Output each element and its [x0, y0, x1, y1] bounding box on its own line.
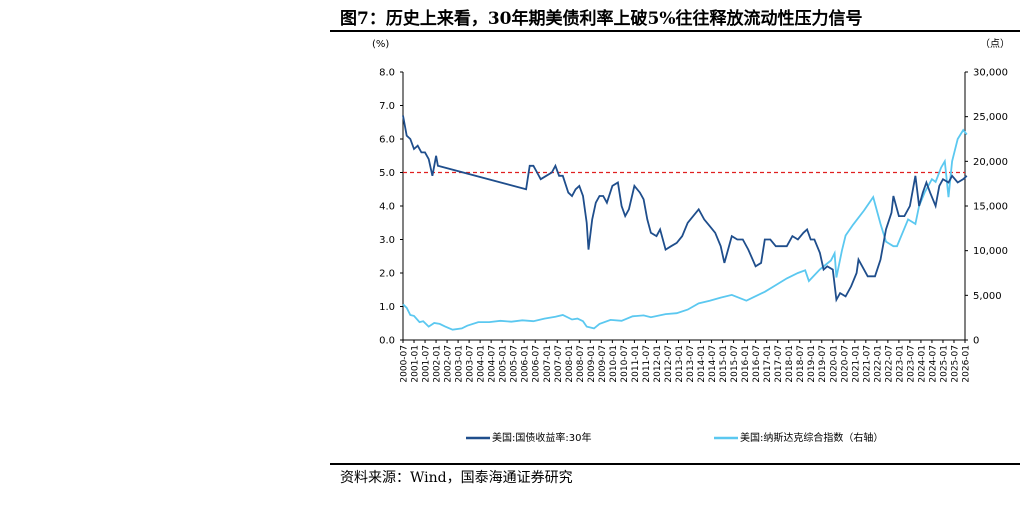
x-tick-label: 2015-01: [719, 345, 729, 383]
left-tick-label: 0.0: [379, 336, 395, 347]
x-tick-label: 2002-07: [444, 345, 454, 383]
source-note: 资料来源：Wind，国泰海通证券研究: [340, 470, 573, 486]
left-tick-label: 2.0: [379, 269, 395, 280]
x-tick-label: 2013-01: [675, 345, 685, 383]
x-tick-label: 2024-01: [917, 345, 927, 383]
x-tick-label: 2000-07: [400, 345, 410, 383]
x-tick-label: 2009-01: [587, 345, 597, 383]
x-tick-label: 2005-07: [510, 345, 520, 383]
legend-label-nasdaq: 美国:纳斯达克综合指数（右轴）: [740, 431, 883, 444]
left-axis-unit: (%): [372, 39, 389, 50]
x-tick-label: 2003-07: [466, 345, 476, 383]
treasury-30y-series-line: [402, 115, 968, 303]
left-tick-label: 7.0: [379, 101, 395, 112]
x-tick-label: 2024-07: [928, 345, 938, 383]
x-tick-label: 2025-07: [950, 345, 960, 383]
right-axis-ticks: 0 5,000 10,000 15,000 20,000 25,000 30,000: [965, 68, 1008, 347]
x-tick-label: 2015-07: [730, 345, 740, 383]
x-tick-label: 2016-07: [752, 345, 762, 383]
x-tick-label: 2009-07: [598, 345, 608, 383]
x-tick-label: 2023-01: [895, 345, 905, 383]
right-axis-unit: （点）: [980, 38, 1010, 50]
x-tick-label: 2005-01: [499, 345, 509, 383]
x-tick-label: 2012-07: [664, 345, 674, 383]
x-tick-label: 2020-01: [829, 345, 839, 383]
x-tick-label: 2010-01: [609, 345, 619, 383]
x-tick-label: 2007-07: [554, 345, 564, 383]
x-tick-label: 2008-01: [565, 345, 575, 383]
x-tick-label: 2010-07: [620, 345, 630, 383]
x-tick-label: 2001-01: [411, 345, 421, 383]
chart-area: (%) （点） 0.0 1.0 2.0 3.0 4.0 5.0 6.0 7.0 8.0 0 5,0…: [372, 38, 1010, 444]
footer-rule: [330, 463, 1020, 465]
x-tick-label: 2021-07: [862, 345, 872, 383]
x-tick-label: 2001-07: [422, 345, 432, 383]
axes: [402, 72, 966, 341]
x-tick-label: 2016-01: [741, 345, 751, 383]
x-tick-label: 2014-07: [708, 345, 718, 383]
x-tick-label: 2008-07: [576, 345, 586, 383]
x-tick-label: 2021-01: [851, 345, 861, 383]
left-tick-label: 5.0: [379, 168, 395, 179]
x-tick-label: 2003-01: [455, 345, 465, 383]
x-tick-label: 2004-07: [488, 345, 498, 383]
x-tick-label: 2004-01: [477, 345, 487, 383]
legend-label-treasury: 美国:国债收益率:30年: [492, 431, 591, 444]
x-axis-ticks: 2000-07 2001-01 2001-07 2002-01 2002-07 2003-…: [400, 340, 972, 383]
right-tick-label: 10,000: [973, 246, 1008, 257]
x-tick-label: 2013-07: [686, 345, 696, 383]
x-tick-label: 2006-01: [521, 345, 531, 383]
x-tick-label: 2018-01: [785, 345, 795, 383]
title-rule: [330, 30, 1020, 32]
right-tick-label: 30,000: [973, 68, 1008, 79]
x-tick-label: 2014-01: [697, 345, 707, 383]
x-tick-label: 2011-07: [642, 345, 652, 383]
x-tick-label: 2002-01: [433, 345, 443, 383]
right-tick-label: 20,000: [973, 157, 1008, 168]
x-tick-label: 2026-01: [962, 345, 972, 383]
x-tick-label: 2007-01: [543, 345, 553, 383]
x-tick-label: 2018-07: [796, 345, 806, 383]
x-tick-label: 2019-01: [807, 345, 817, 383]
x-tick-label: 2012-01: [653, 345, 663, 383]
x-tick-label: 2006-07: [532, 345, 542, 383]
legend: 美国:国债收益率:30年 美国:纳斯达克综合指数（右轴）: [466, 431, 883, 444]
left-tick-label: 4.0: [379, 202, 395, 213]
x-tick-label: 2017-07: [774, 345, 784, 383]
left-tick-label: 3.0: [379, 235, 395, 246]
x-tick-label: 2017-01: [763, 345, 773, 383]
x-tick-label: 2023-07: [906, 345, 916, 383]
left-tick-label: 8.0: [379, 68, 395, 79]
right-tick-label: 15,000: [973, 202, 1008, 213]
x-tick-label: 2025-01: [939, 345, 949, 383]
x-tick-label: 2022-07: [884, 345, 894, 383]
x-tick-label: 2011-01: [631, 345, 641, 383]
right-tick-label: 0: [973, 336, 979, 347]
right-tick-label: 5,000: [973, 291, 1002, 302]
left-tick-label: 1.0: [379, 302, 395, 313]
left-tick-label: 6.0: [379, 135, 395, 146]
left-axis-ticks: 0.0 1.0 2.0 3.0 4.0 5.0 6.0 7.0 8.0: [379, 68, 403, 347]
nasdaq-series-line: [402, 128, 968, 331]
x-tick-label: 2020-07: [840, 345, 850, 383]
x-tick-label: 2022-01: [873, 345, 883, 383]
x-tick-label: 2019-07: [818, 345, 828, 383]
chart-title: 图7：历史上来看，30年期美债利率上破5%往往释放流动性压力信号: [340, 9, 863, 29]
right-tick-label: 25,000: [973, 112, 1008, 123]
